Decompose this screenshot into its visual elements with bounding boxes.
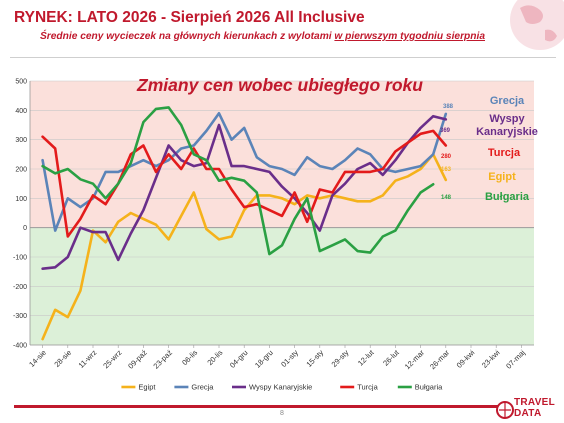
series-end-label: Bułgaria: [485, 191, 530, 203]
end-value-label: 369: [440, 128, 451, 134]
end-value-label: 163: [441, 167, 452, 173]
x-tick-label: 26-lut: [381, 347, 401, 367]
y-tick-label: 0: [23, 225, 27, 232]
series-end-label: Egipt: [488, 171, 516, 183]
series-line-Egipt: [41, 153, 448, 341]
x-tick-label: 11-wrz: [77, 348, 99, 370]
travel-data-logo: TRAVEL DATA: [496, 397, 562, 423]
legend-label: Egipt: [138, 383, 156, 392]
series-line-Turcja: [41, 129, 448, 238]
series-line-Bułgaria: [41, 106, 435, 256]
x-tick-label: 26-mar: [428, 348, 452, 372]
page-number: 8: [280, 410, 284, 417]
header-divider: [10, 57, 556, 58]
y-tick-label: 500: [15, 79, 27, 86]
x-tick-label: 29-sty: [330, 348, 351, 369]
series-end-label: Wyspy: [489, 113, 525, 125]
y-tick-label: -200: [13, 284, 27, 291]
series-end-label: Turcja: [488, 147, 521, 159]
x-tick-label: 09-kwi: [455, 348, 477, 370]
logo-icon: [496, 401, 514, 419]
x-tick-label: 01-sty: [279, 348, 300, 369]
page-subtitle: Średnie ceny wycieczek na głównych kieru…: [40, 31, 485, 42]
legend-label: Turcja: [357, 383, 378, 392]
subtitle-underlined: w pierwszym tygodniu sierpnia: [334, 31, 486, 42]
subtitle-main: Średnie ceny wycieczek na głównych kieru…: [40, 31, 335, 42]
y-tick-label: 300: [15, 137, 27, 144]
x-tick-label: 12-mar: [403, 348, 427, 372]
logo-text-travel: TRAVEL: [514, 397, 556, 408]
chart-title: Zmiany cen wobec ubiegłego roku: [136, 75, 423, 95]
x-tick-label: 07-maj: [504, 348, 527, 371]
legend-label: Wyspy Kanaryjskie: [249, 383, 312, 392]
y-tick-label: -300: [13, 313, 27, 320]
x-tick-label: 14-sie: [27, 348, 48, 369]
x-tick-label: 28-sie: [52, 348, 73, 369]
legend-label: Bułgaria: [415, 383, 443, 392]
end-value-label: 280: [441, 154, 452, 160]
series-end-label: Grecja: [490, 95, 525, 107]
x-tick-label: 06-lis: [180, 348, 199, 367]
series-line-Grecja: [41, 111, 448, 232]
x-tick-label: 04-gru: [228, 348, 250, 370]
x-tick-label: 09-paź: [126, 348, 149, 371]
y-tick-label: 200: [15, 167, 27, 174]
y-tick-label: 400: [15, 108, 27, 115]
y-tick-label: 100: [15, 196, 27, 203]
x-tick-label: 23-paź: [151, 348, 174, 371]
x-tick-label: 12-lut: [356, 347, 376, 367]
page-title: RYNEK: LATO 2026 - Sierpień 2026 All Inc…: [14, 9, 365, 26]
y-tick-label: -400: [13, 343, 27, 350]
y-tick-label: -100: [13, 255, 27, 262]
logo-text-data: DATA: [514, 408, 542, 419]
legend-label: Grecja: [191, 383, 214, 392]
footer-bar: [14, 405, 498, 408]
end-value-label: 148: [441, 195, 452, 201]
x-tick-label: 23-kwi: [480, 348, 502, 370]
x-tick-label: 15-sty: [304, 348, 325, 369]
globe-icon: [510, 0, 564, 50]
end-value-label: 388: [443, 104, 454, 110]
x-tick-label: 18-gru: [253, 348, 275, 370]
positive-band: [30, 81, 534, 228]
x-tick-label: 20-lis: [205, 348, 224, 367]
series-end-label: Kanaryjskie: [476, 126, 538, 138]
x-tick-label: 25-wrz: [101, 348, 123, 370]
